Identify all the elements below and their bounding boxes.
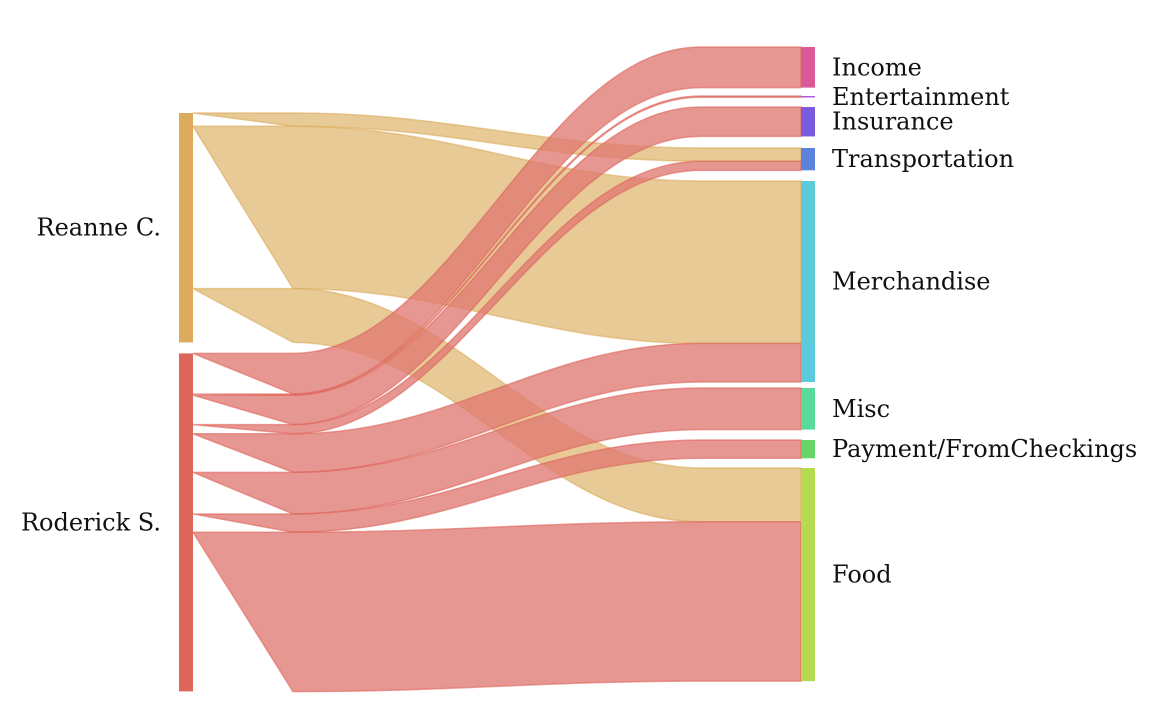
target-node-transportation: [801, 148, 815, 171]
target-label-food: Food: [832, 561, 892, 589]
target-node-income: [801, 47, 815, 88]
source-label-roderick-s: Roderick S.: [21, 508, 161, 536]
target-node-insurance: [801, 107, 815, 137]
target-label-merchandise: Merchandise: [832, 267, 990, 295]
target-node-merchandise: [801, 181, 815, 382]
target-node-misc: [801, 388, 815, 430]
source-node-reanne-c: [179, 113, 193, 343]
target-label-income: Income: [832, 53, 922, 81]
target-label-transportation: Transportation: [832, 145, 1014, 173]
target-node-food: [801, 468, 815, 682]
target-label-entertainment: Entertainment: [832, 83, 1010, 111]
source-label-reanne-c: Reanne C.: [37, 214, 161, 242]
flow-links: [191, 46, 802, 693]
flow-link-roderick-s-to-food: [191, 521, 802, 693]
source-node-roderick-s: [179, 353, 193, 692]
target-label-payment-fromcheckings: Payment/FromCheckings: [832, 435, 1137, 463]
node-labels: Reanne C. Roderick S. IncomeEntertainmentI…: [21, 53, 1137, 588]
target-label-insurance: Insurance: [832, 108, 954, 136]
target-node-payment-fromcheckings: [801, 440, 815, 459]
nodes: [179, 47, 815, 692]
target-label-misc: Misc: [832, 395, 890, 423]
target-node-entertainment: [801, 96, 815, 98]
